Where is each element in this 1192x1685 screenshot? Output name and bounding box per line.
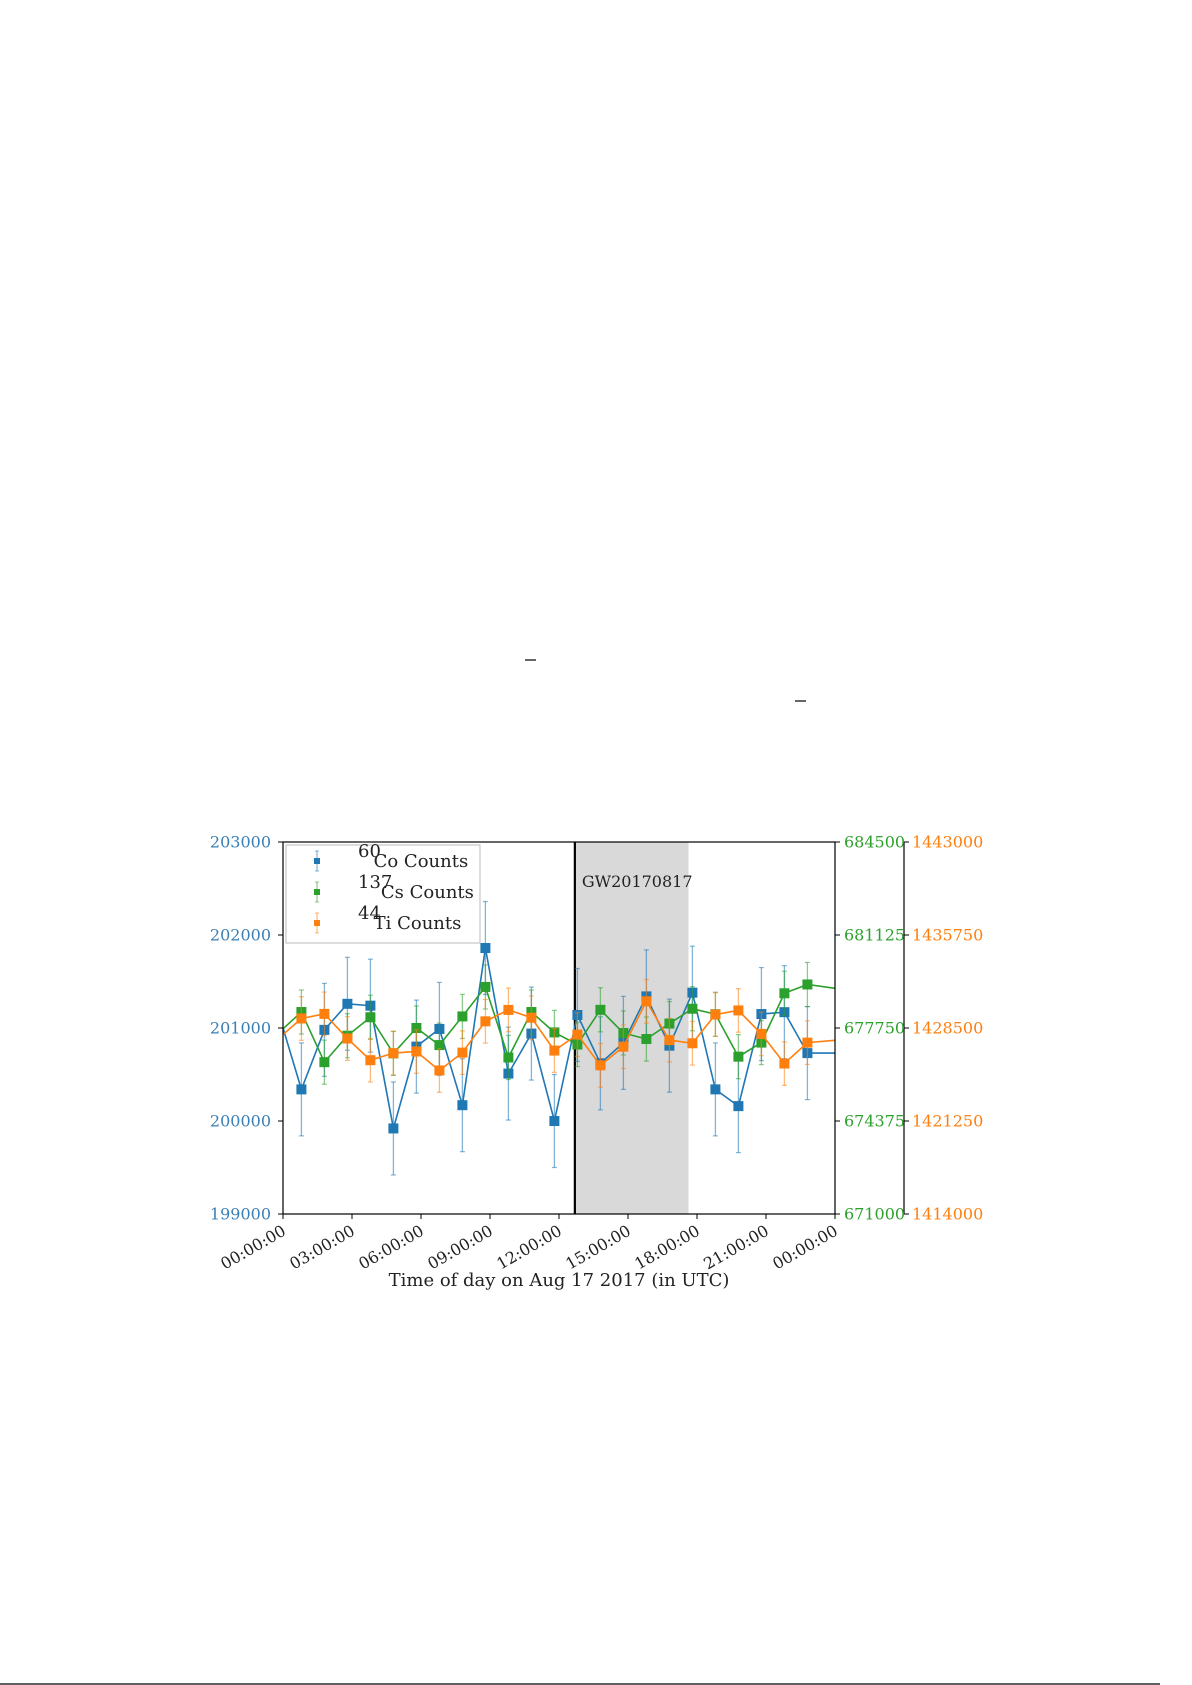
series-ti-counts-44 xyxy=(283,978,835,1093)
x-tick-label: 15:00:00 xyxy=(562,1221,634,1273)
legend-label: Cs Counts xyxy=(381,882,474,903)
data-point xyxy=(756,1028,767,1039)
data-point xyxy=(503,1052,514,1063)
data-point xyxy=(480,943,491,954)
data-point xyxy=(365,1012,376,1023)
data-point xyxy=(779,1058,790,1069)
x-tick-label: 06:00:00 xyxy=(355,1221,427,1273)
data-point xyxy=(503,1004,514,1015)
right2-y-tick-label: 1428500 xyxy=(912,1019,983,1038)
data-point xyxy=(641,996,652,1007)
left-y-tick-label: 199000 xyxy=(210,1205,271,1224)
right1-y-tick-label: 674375 xyxy=(844,1112,905,1131)
right2-y-tick-label: 1435750 xyxy=(912,926,983,945)
data-point xyxy=(365,1055,376,1066)
series-cs-counts-137 xyxy=(283,961,835,1085)
data-point xyxy=(641,1034,652,1045)
data-point xyxy=(733,1101,744,1112)
legend-label: Co Counts xyxy=(374,851,469,872)
right2-y-tick-label: 1414000 xyxy=(912,1205,983,1224)
right1-y-tick-label: 671000 xyxy=(844,1205,905,1224)
right1-y-tick-label: 681125 xyxy=(844,926,905,945)
left-y-tick-label: 200000 xyxy=(210,1112,271,1131)
data-point xyxy=(526,1012,537,1023)
right2-y-tick-label: 1443000 xyxy=(912,833,983,852)
x-tick-label: 03:00:00 xyxy=(286,1221,358,1273)
data-point xyxy=(664,1035,675,1046)
event-label: GW20170817 xyxy=(582,872,693,891)
data-point xyxy=(802,979,813,990)
left-y-tick-label: 203000 xyxy=(210,833,271,852)
data-point xyxy=(549,1045,560,1056)
x-tick-label: 12:00:00 xyxy=(493,1221,565,1273)
data-point xyxy=(411,1046,422,1057)
data-point xyxy=(457,1047,468,1058)
left-y-tick-label: 201000 xyxy=(210,1019,271,1038)
data-point xyxy=(411,1023,422,1033)
x-tick-label: 18:00:00 xyxy=(631,1221,703,1273)
data-point xyxy=(710,1084,721,1095)
data-point xyxy=(388,1048,399,1059)
right1-y-tick-label: 677750 xyxy=(844,1019,905,1038)
data-point xyxy=(434,1065,445,1076)
data-point xyxy=(595,1060,606,1071)
right2-y-tick-label: 1421250 xyxy=(912,1112,983,1131)
right1-y-tick-label: 684500 xyxy=(844,833,905,852)
data-point xyxy=(549,1116,560,1126)
data-point xyxy=(319,1057,330,1068)
data-point xyxy=(342,998,353,1009)
data-point xyxy=(457,1100,468,1111)
legend-superscript: 44 xyxy=(358,903,381,924)
data-point xyxy=(572,1029,583,1040)
plot-area: GW20170817 xyxy=(283,842,835,1214)
data-point xyxy=(319,1008,330,1019)
legend-superscript: 60 xyxy=(358,841,381,862)
x-tick-label: 00:00:00 xyxy=(217,1221,289,1273)
data-point xyxy=(802,1037,813,1048)
x-tick-label: 09:00:00 xyxy=(424,1221,496,1273)
data-point xyxy=(779,988,790,999)
data-point xyxy=(687,1038,698,1049)
data-point xyxy=(480,981,491,992)
legend-marker xyxy=(314,920,320,926)
legend-marker xyxy=(314,858,320,864)
x-axis-title: Time of day on Aug 17 2017 (in UTC) xyxy=(389,1270,730,1291)
legend-label: Ti Counts xyxy=(374,913,462,934)
left-y-tick-label: 202000 xyxy=(210,926,271,945)
data-point xyxy=(480,1016,491,1027)
series-line xyxy=(283,947,835,1129)
data-point xyxy=(595,1004,606,1015)
legend-marker xyxy=(314,889,320,895)
data-point xyxy=(296,1013,307,1024)
data-point xyxy=(733,1051,744,1062)
data-point xyxy=(434,1040,445,1051)
data-point xyxy=(388,1123,399,1134)
data-point xyxy=(710,1009,721,1020)
data-point xyxy=(296,1084,307,1095)
data-point xyxy=(733,1005,744,1016)
data-point xyxy=(457,1011,468,1022)
data-point xyxy=(618,1041,629,1052)
x-tick-label: 00:00:00 xyxy=(769,1221,841,1273)
legend-superscript: 137 xyxy=(358,872,392,893)
data-point xyxy=(342,1033,353,1044)
data-point xyxy=(687,1003,698,1014)
x-tick-label: 21:00:00 xyxy=(700,1221,772,1273)
